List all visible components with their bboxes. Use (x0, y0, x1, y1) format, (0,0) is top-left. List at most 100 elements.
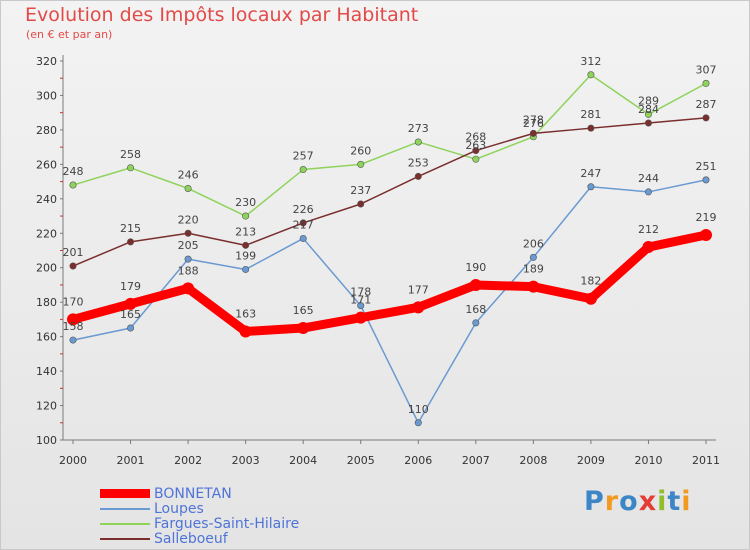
data-point-fargues-saint-hilaire (644, 110, 652, 118)
data-point-bonnetan (354, 311, 367, 324)
data-label-fargues-saint-hilaire: 276 (523, 117, 544, 130)
logo-letter: x (638, 486, 658, 517)
chart-title: Evolution des Impôts locaux par Habitant (25, 4, 419, 26)
data-label-bonnetan: 165 (293, 304, 314, 317)
data-point-fargues-saint-hilaire (299, 166, 307, 174)
data-point-loupes (414, 419, 422, 427)
legend-label-loupes: Loupes (154, 500, 204, 517)
data-label-bonnetan: 163 (235, 307, 256, 320)
data-point-fargues-saint-hilaire (472, 155, 480, 163)
logo-letter: t (667, 486, 682, 517)
data-point-fargues-saint-hilaire (127, 164, 135, 172)
data-label-loupes: 199 (235, 249, 256, 262)
data-point-salleboeuf (299, 219, 307, 227)
legend-swatch-salleboeuf (100, 537, 150, 540)
data-point-salleboeuf (414, 172, 422, 180)
data-point-salleboeuf (472, 147, 480, 155)
data-point-bonnetan (412, 301, 425, 314)
y-tick-label: 200 (36, 262, 57, 275)
data-point-loupes (644, 188, 652, 196)
data-point-bonnetan (584, 292, 597, 305)
data-point-bonnetan (67, 313, 79, 326)
logo-letter: i (657, 486, 668, 517)
data-label-fargues-saint-hilaire: 260 (350, 144, 371, 157)
data-label-loupes: 168 (465, 303, 486, 316)
data-point-salleboeuf (587, 124, 595, 132)
data-label-bonnetan: 171 (350, 294, 371, 307)
logo-letter: P (584, 486, 605, 517)
data-label-bonnetan: 177 (408, 283, 429, 296)
legend-item-salleboeuf: Salleboeuf (100, 530, 299, 547)
data-label-loupes: 206 (523, 237, 544, 250)
data-point-salleboeuf (529, 129, 537, 137)
y-tick-label: 240 (36, 193, 57, 206)
data-label-loupes: 165 (120, 308, 141, 321)
data-label-loupes: 205 (178, 239, 199, 252)
data-label-bonnetan: 212 (638, 223, 659, 236)
data-label-salleboeuf: 281 (580, 108, 601, 121)
data-label-salleboeuf: 253 (408, 156, 429, 169)
data-point-bonnetan (297, 322, 310, 335)
data-point-loupes (587, 183, 595, 191)
legend-swatch-fargues (100, 522, 150, 525)
data-point-bonnetan (124, 297, 137, 310)
data-point-fargues-saint-hilaire (242, 212, 250, 220)
data-label-fargues-saint-hilaire: 263 (465, 139, 486, 152)
data-point-fargues-saint-hilaire (702, 79, 710, 87)
x-tick-label: 2003 (232, 454, 260, 467)
x-tick-label: 2011 (692, 454, 720, 467)
x-tick-label: 2007 (462, 454, 490, 467)
y-tick-label: 260 (36, 158, 57, 171)
x-tick-label: 2008 (519, 454, 547, 467)
data-label-fargues-saint-hilaire: 248 (63, 165, 84, 178)
data-label-loupes: 251 (696, 160, 717, 173)
data-point-salleboeuf (357, 200, 365, 208)
data-label-bonnetan: 170 (63, 295, 84, 308)
data-label-loupes: 158 (63, 320, 84, 333)
y-tick-label: 320 (36, 55, 57, 68)
data-label-fargues-saint-hilaire: 258 (120, 148, 141, 161)
data-point-bonnetan (642, 241, 655, 254)
y-tick-label: 180 (36, 296, 57, 309)
data-point-bonnetan (469, 278, 482, 291)
data-label-loupes: 244 (638, 172, 659, 185)
data-point-loupes (702, 176, 710, 184)
data-label-bonnetan: 190 (465, 261, 486, 274)
x-tick-label: 2010 (634, 454, 662, 467)
data-point-loupes (127, 324, 135, 332)
data-point-fargues-saint-hilaire (587, 71, 595, 79)
data-label-salleboeuf: 237 (350, 184, 371, 197)
x-tick-label: 2009 (577, 454, 605, 467)
x-tick-label: 2005 (347, 454, 375, 467)
logo-letter: o (619, 486, 639, 517)
data-label-fargues-saint-hilaire: 312 (580, 55, 601, 68)
data-label-bonnetan: 188 (178, 264, 199, 277)
x-tick-label: 2004 (289, 454, 317, 467)
data-point-bonnetan (239, 325, 252, 338)
y-tick-label: 100 (36, 434, 57, 447)
data-label-salleboeuf: 215 (120, 222, 141, 235)
data-label-salleboeuf: 226 (293, 203, 314, 216)
data-label-fargues-saint-hilaire: 307 (696, 63, 717, 76)
data-point-loupes (357, 302, 365, 310)
chart-legend: BONNETAN Loupes Fargues-Saint-Hilaire Sa… (100, 486, 299, 547)
data-label-salleboeuf: 213 (235, 225, 256, 238)
data-point-bonnetan (182, 282, 195, 295)
data-label-salleboeuf: 278 (523, 113, 544, 126)
legend-item-bonnetan: BONNETAN (100, 486, 299, 502)
legend-label-salleboeuf: Salleboeuf (154, 530, 228, 547)
series-line-loupes (72, 179, 707, 424)
data-label-fargues-saint-hilaire: 289 (638, 94, 659, 107)
legend-swatch-loupes (100, 507, 150, 510)
y-tick-label: 160 (36, 331, 57, 344)
legend-item-loupes: Loupes (100, 500, 299, 517)
data-label-fargues-saint-hilaire: 257 (293, 150, 314, 163)
data-label-fargues-saint-hilaire: 246 (178, 168, 199, 181)
series-line-salleboeuf (72, 117, 707, 267)
logo-letter: i (681, 486, 692, 517)
data-point-salleboeuf (242, 241, 250, 249)
data-label-fargues-saint-hilaire: 273 (408, 122, 429, 135)
data-label-salleboeuf: 287 (696, 98, 717, 111)
data-label-bonnetan: 182 (580, 275, 601, 288)
